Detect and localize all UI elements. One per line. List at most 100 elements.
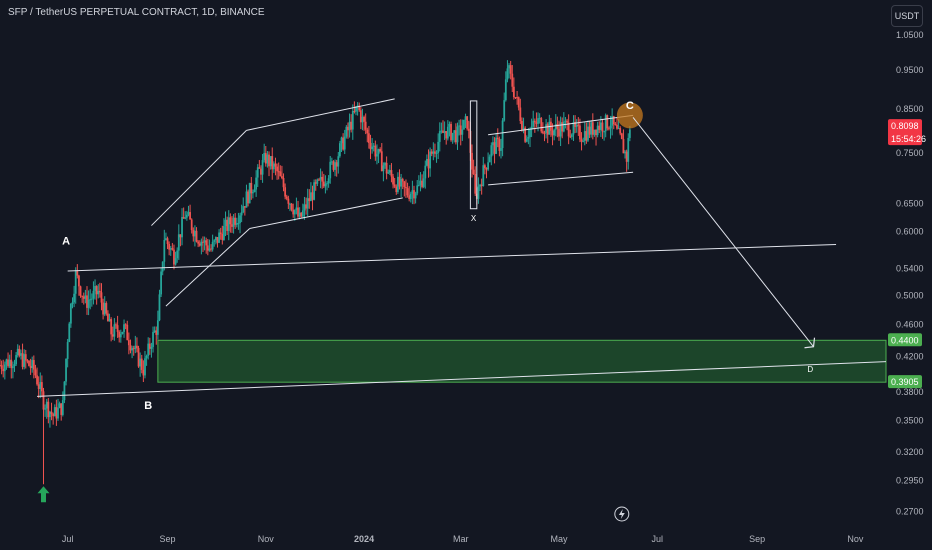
candle-body bbox=[326, 183, 328, 185]
label-x: X bbox=[471, 214, 477, 223]
candle-body bbox=[293, 210, 296, 215]
candle-body bbox=[5, 359, 8, 365]
time-axis: Jul Sep Nov 2024 Mar May Jul Sep Nov bbox=[62, 534, 864, 544]
candle bbox=[314, 179, 317, 191]
candle-body bbox=[92, 290, 95, 299]
candle bbox=[144, 350, 146, 379]
candle bbox=[190, 218, 193, 234]
candle-body bbox=[517, 97, 520, 108]
candle bbox=[131, 345, 133, 359]
candle bbox=[472, 159, 475, 175]
candle-body bbox=[224, 219, 227, 227]
candle-body bbox=[492, 142, 494, 146]
candle-body bbox=[235, 223, 238, 225]
candle bbox=[185, 210, 188, 221]
candle bbox=[504, 71, 507, 102]
candle bbox=[293, 209, 296, 221]
candle bbox=[214, 236, 217, 245]
candle bbox=[374, 140, 377, 161]
candle-body bbox=[168, 243, 171, 250]
candle-body bbox=[380, 151, 383, 172]
candle-body bbox=[216, 237, 219, 243]
candle-body bbox=[364, 121, 367, 130]
candle-body bbox=[145, 355, 148, 359]
candle-body bbox=[487, 162, 490, 170]
candle-body bbox=[129, 345, 132, 351]
candle bbox=[11, 361, 14, 379]
candle-body bbox=[614, 124, 617, 126]
candle-body bbox=[18, 348, 21, 356]
candle-body bbox=[140, 358, 143, 370]
candle bbox=[47, 397, 50, 424]
candle-body bbox=[87, 299, 90, 308]
candle bbox=[308, 189, 311, 209]
currency-button[interactable]: USDT bbox=[891, 5, 923, 27]
candle bbox=[182, 207, 185, 219]
candle-body bbox=[359, 110, 362, 123]
candle bbox=[511, 65, 514, 93]
candle-body bbox=[47, 401, 50, 418]
candle bbox=[84, 289, 87, 304]
candle bbox=[398, 169, 401, 190]
candle bbox=[490, 142, 493, 166]
candle-body bbox=[454, 130, 457, 143]
candle-body bbox=[424, 165, 427, 179]
candle bbox=[39, 372, 42, 399]
candle bbox=[20, 349, 22, 360]
candle-body bbox=[301, 210, 304, 217]
candle-body bbox=[501, 120, 504, 148]
candle-body bbox=[55, 407, 58, 419]
candle bbox=[611, 108, 614, 136]
candle bbox=[279, 165, 282, 177]
candle bbox=[561, 117, 564, 139]
candle bbox=[29, 358, 32, 375]
candle bbox=[0, 359, 1, 367]
candle bbox=[464, 113, 467, 128]
candle-body bbox=[169, 248, 172, 250]
candle-body bbox=[261, 160, 264, 175]
candle bbox=[274, 157, 277, 176]
candle bbox=[173, 244, 175, 270]
candle bbox=[506, 60, 509, 83]
candle-body bbox=[290, 203, 293, 210]
candle bbox=[126, 320, 129, 341]
candle bbox=[166, 236, 169, 250]
candle-body bbox=[115, 324, 117, 326]
candle-body bbox=[511, 73, 514, 87]
candle-body bbox=[377, 149, 380, 155]
candle bbox=[577, 117, 580, 136]
candle bbox=[401, 177, 404, 190]
candle-body bbox=[34, 369, 37, 376]
channel-lower-1 bbox=[165, 228, 251, 307]
candle bbox=[213, 239, 216, 247]
candle bbox=[582, 137, 585, 143]
candle bbox=[500, 138, 502, 159]
candle bbox=[235, 217, 238, 228]
candle-body bbox=[95, 286, 98, 295]
time-tick: Sep bbox=[160, 534, 176, 544]
candle bbox=[400, 173, 403, 198]
candle-body bbox=[139, 358, 142, 367]
candle-body bbox=[376, 154, 378, 157]
candle bbox=[216, 237, 219, 248]
candle-body bbox=[42, 391, 45, 410]
candle bbox=[24, 349, 27, 369]
candle bbox=[298, 207, 301, 220]
candle bbox=[363, 115, 365, 131]
candle-body bbox=[126, 324, 129, 341]
candle-body bbox=[127, 340, 130, 346]
candle-body bbox=[269, 156, 272, 167]
candle-body bbox=[351, 111, 354, 130]
candle-body bbox=[318, 179, 320, 181]
candle-body bbox=[189, 212, 191, 220]
label-a: A bbox=[62, 235, 70, 247]
candle bbox=[121, 331, 124, 335]
candle bbox=[366, 127, 369, 143]
candle-body bbox=[471, 152, 473, 170]
candle bbox=[95, 285, 98, 305]
candle-body bbox=[392, 176, 394, 185]
channel-upper-1 bbox=[151, 130, 247, 226]
candle bbox=[102, 298, 104, 320]
candle-body bbox=[240, 212, 243, 216]
